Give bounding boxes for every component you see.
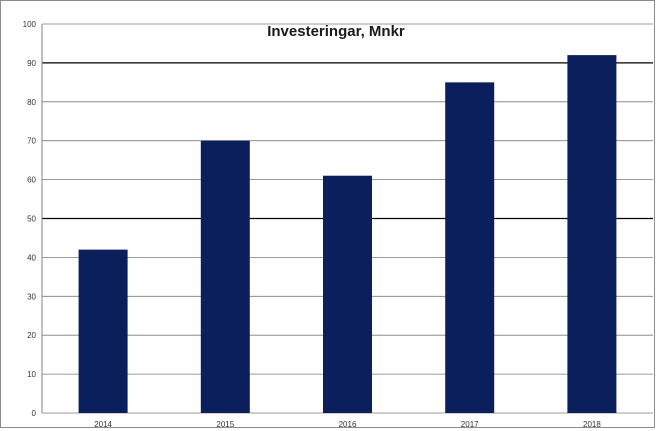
- y-tick-label: 70: [27, 137, 36, 146]
- y-tick-label: 20: [27, 331, 36, 340]
- bars: [78, 55, 617, 414]
- y-tick-label: 10: [27, 370, 36, 379]
- x-tick-label: 2018: [583, 420, 601, 429]
- bar-2016: [323, 175, 372, 413]
- y-tick-label: 30: [27, 292, 36, 301]
- x-tick-label: 2015: [216, 420, 234, 429]
- bar-2015: [200, 140, 250, 413]
- x-tick-label: 2016: [339, 420, 357, 429]
- x-tick-label: 2014: [94, 420, 112, 429]
- chart-title: Investeringar, Mnkr: [267, 23, 405, 40]
- x-tick-label: 2017: [461, 420, 479, 429]
- y-tick-label: 100: [23, 20, 37, 29]
- y-axis-ticks: 0 10 20 30 40 50 60 70 80 90 100: [23, 20, 37, 418]
- bar-2014: [78, 249, 128, 413]
- bar-2017: [445, 82, 495, 413]
- y-tick-label: 50: [27, 215, 36, 224]
- x-axis-ticks: 2014 2015 2016 2017 2018: [94, 420, 601, 429]
- y-tick-label: 80: [27, 98, 36, 107]
- y-tick-label: 90: [27, 59, 36, 68]
- y-tick-label: 60: [27, 176, 36, 185]
- y-tick-label: 40: [27, 253, 36, 262]
- y-tick-label: 0: [32, 409, 37, 418]
- bar-2018: [567, 55, 617, 414]
